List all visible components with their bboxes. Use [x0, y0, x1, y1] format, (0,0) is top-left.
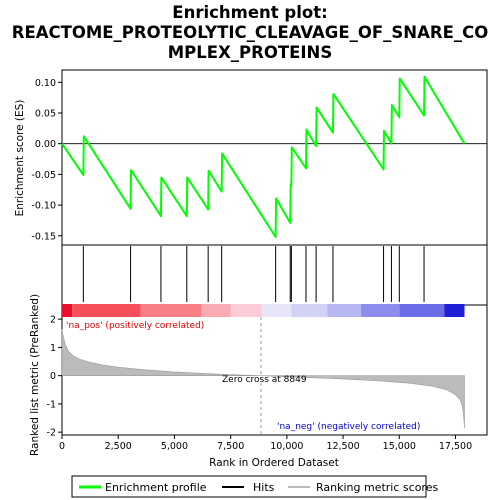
- legend: Enrichment profile Hits Ranking metric s…: [71, 475, 438, 498]
- metric-y-axis-label: Ranked list metric (PreRanked): [29, 294, 41, 456]
- x-tick-label: 12,500: [326, 441, 359, 452]
- x-tick-label: 15,000: [383, 441, 416, 452]
- colorbar-segment: [291, 304, 328, 317]
- x-tick-label: 2,500: [105, 441, 132, 452]
- metric-y-tick-label: 0: [50, 371, 56, 382]
- x-tick-label: 17,500: [439, 441, 472, 452]
- ranking-metric-area: [61, 328, 465, 428]
- metric-y-tick-label: -1: [47, 399, 56, 410]
- es-y-tick-label: 0.05: [35, 108, 56, 119]
- colorbar-segment: [361, 304, 400, 317]
- x-tick-label: 10,000: [270, 441, 303, 452]
- x-axis-label: Rank in Ordered Dataset: [209, 457, 339, 469]
- zero-cross-label: Zero cross at 8849: [222, 375, 307, 385]
- es-y-axis-label: Enrichment score (ES): [14, 100, 26, 217]
- hits-panel: [82, 246, 425, 302]
- es-y-tick-label: 0.10: [35, 78, 56, 89]
- es-y-tick-label: 0.00: [35, 139, 56, 150]
- colorbar-segment: [140, 304, 202, 317]
- enrichment-profile-line: [61, 75, 466, 239]
- colorbar-segment: [260, 304, 292, 317]
- colorbar-segment: [62, 304, 73, 317]
- colorbar-segment: [399, 304, 445, 317]
- es-y-tick-label: -0.10: [31, 201, 56, 212]
- metric-y-tick-label: -2: [47, 428, 56, 439]
- colorbar-segment: [72, 304, 141, 317]
- legend-metric-label: Ranking metric scores: [316, 481, 438, 494]
- colorbar-segment: [201, 304, 231, 317]
- colorbar-segment: [230, 304, 261, 317]
- es-y-tick-label: -0.05: [31, 170, 56, 181]
- legend-enrichment-label: Enrichment profile: [105, 481, 207, 494]
- es-y-tick-label: -0.15: [31, 231, 56, 242]
- chart-title-line-3: MPLEX_PROTEINS: [168, 43, 332, 62]
- colorbar-segment: [327, 304, 362, 317]
- metric-panel: 210-1-20 2,500 5,000 7,500 10,000 12,500 15,00…: [47, 315, 473, 452]
- chart-title-line-2: REACTOME_PROTEOLYTIC_CLEAVAGE_OF_SNARE_C…: [12, 23, 489, 42]
- pos-correlated-label: 'na_pos' (positively correlated): [66, 321, 204, 331]
- chart-title-line-1: Enrichment plot:: [172, 3, 327, 22]
- x-tick-label: 0: [59, 441, 65, 452]
- neg-correlated-label: 'na_neg' (negatively correlated): [277, 422, 420, 432]
- colorbar-segment: [444, 304, 465, 317]
- es-panel: 0.10 0.05 0.00 -0.05 -0.10 -0.15: [31, 75, 487, 242]
- x-tick-label: 7,500: [217, 441, 244, 452]
- ranked-colorbar: [62, 304, 465, 317]
- metric-y-tick-label: 2: [50, 315, 56, 326]
- legend-hits-label: Hits: [253, 481, 275, 494]
- metric-y-tick-label: 1: [50, 343, 56, 354]
- x-tick-label: 5,000: [161, 441, 188, 452]
- legend-box: [71, 475, 427, 498]
